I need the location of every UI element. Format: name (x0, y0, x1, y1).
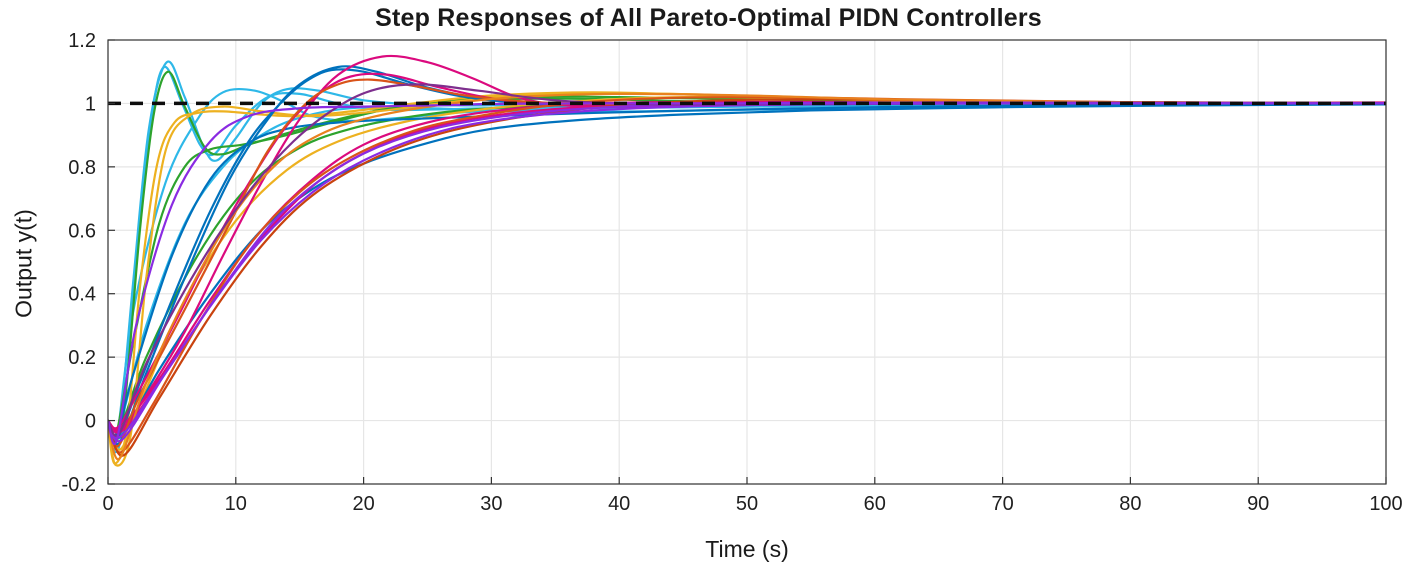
x-tick-label: 10 (225, 493, 247, 515)
x-tick-label: 30 (480, 493, 502, 515)
chart-title: Step Responses of All Pareto-Optimal PID… (375, 4, 1042, 32)
y-tick-label: 1.2 (68, 30, 96, 52)
y-tick-label: 0.2 (68, 347, 96, 369)
x-tick-label: 0 (102, 493, 113, 515)
x-tick-label: 60 (864, 493, 886, 515)
x-tick-label: 90 (1247, 493, 1269, 515)
y-tick-label: 0.4 (68, 284, 96, 306)
y-tick-label: 1 (85, 93, 96, 115)
response-curve-blue-slow (108, 103, 1386, 440)
x-tick-label: 50 (736, 493, 758, 515)
response-curve-blue-mid (108, 102, 1386, 437)
x-axis-label: Time (s) (705, 536, 789, 562)
x-tick-label: 70 (991, 493, 1013, 515)
x-tick-label: 100 (1369, 493, 1402, 515)
y-tick-label: 0.6 (68, 220, 96, 242)
y-tick-label: -0.2 (62, 474, 96, 496)
x-tick-label: 20 (352, 493, 374, 515)
y-tick-label: 0 (85, 411, 96, 433)
x-tick-label: 80 (1119, 493, 1141, 515)
x-tick-label: 40 (608, 493, 630, 515)
y-tick-label: 0.8 (68, 157, 96, 179)
